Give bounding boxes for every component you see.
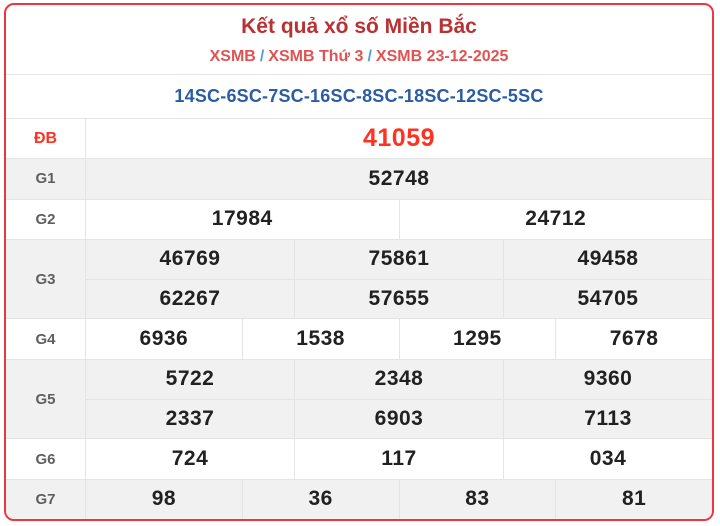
prize-table: ĐB 41059 G1 52748 G2 17984 24712 G3 46769 75861 49… bbox=[6, 118, 712, 519]
prize-row: G1 52748 bbox=[6, 158, 712, 199]
prize-number: 75861 bbox=[294, 239, 503, 279]
prize-number: 7678 bbox=[555, 319, 712, 359]
prize-number: 52748 bbox=[368, 166, 430, 190]
breadcrumb: XSMB / XSMB Thứ 3/XSMB 23-12-2025 bbox=[6, 47, 712, 67]
prize-number: 81 bbox=[555, 479, 712, 519]
prize-line: 46769 75861 49458 bbox=[86, 239, 712, 279]
prize-label: G7 bbox=[6, 479, 86, 519]
prize-row: ĐB 41059 bbox=[6, 119, 712, 159]
breadcrumb-link[interactable]: XSMB 23-12-2025 bbox=[375, 48, 509, 65]
prize-row: G7 98 36 83 81 bbox=[6, 478, 712, 519]
prize-label: G6 bbox=[6, 439, 86, 479]
prize-row: G4 6936 1538 1295 7678 bbox=[6, 318, 712, 359]
breadcrumb-separator: / bbox=[367, 48, 372, 65]
prize-number: 24712 bbox=[398, 199, 713, 239]
prize-number: 117 bbox=[294, 439, 503, 479]
breadcrumb-link[interactable]: XSMB bbox=[209, 48, 256, 65]
prize-number: 36 bbox=[241, 479, 399, 519]
prize-number: 46769 bbox=[159, 247, 221, 271]
prize-label: G3 bbox=[6, 239, 86, 319]
prize-values: 52748 bbox=[86, 159, 712, 198]
prize-line: 62267 57655 54705 bbox=[86, 278, 712, 319]
prize-line: 6936 1538 1295 7678 bbox=[86, 319, 712, 359]
prize-number: 83 bbox=[398, 479, 556, 519]
prize-label: G1 bbox=[6, 159, 86, 199]
prize-number: 57655 bbox=[294, 279, 503, 319]
prize-row: G3 46769 75861 49458 62267 57655 54705 bbox=[6, 238, 712, 319]
prize-number: 6903 bbox=[294, 399, 503, 439]
prize-line: 724 117 034 bbox=[86, 439, 712, 479]
prize-label: G4 bbox=[6, 319, 86, 359]
prize-number: 62267 bbox=[159, 287, 221, 311]
prize-number: 6936 bbox=[139, 327, 189, 351]
prize-values: 724 117 034 bbox=[86, 439, 712, 479]
prize-number: 54705 bbox=[503, 279, 712, 319]
prize-number: 1295 bbox=[398, 319, 556, 359]
prize-row: G2 17984 24712 bbox=[6, 198, 713, 239]
page-title: Kết quả xổ số Miền Bắc bbox=[241, 15, 477, 38]
prize-label: ĐB bbox=[6, 119, 86, 159]
prize-values: 5722 2348 9360 2337 6903 7113 bbox=[86, 359, 712, 439]
prize-label: G2 bbox=[6, 199, 86, 239]
prize-number: 17984 bbox=[211, 207, 273, 231]
prize-values: 17984 24712 bbox=[86, 199, 713, 239]
prize-line: 17984 24712 bbox=[86, 199, 713, 239]
prize-row: G5 5722 2348 9360 2337 6903 7113 bbox=[6, 358, 712, 439]
prize-number: 5722 bbox=[165, 367, 215, 391]
prize-number: 49458 bbox=[503, 239, 712, 279]
prize-number: 2337 bbox=[165, 406, 215, 430]
breadcrumb-separator: / bbox=[259, 48, 265, 65]
prize-number: 724 bbox=[171, 447, 209, 471]
prize-number: 7113 bbox=[503, 399, 712, 439]
prize-line: 52748 bbox=[86, 159, 712, 198]
prize-line: 2337 6903 7113 bbox=[86, 398, 712, 439]
prize-number: 41059 bbox=[362, 124, 436, 153]
prize-values: 41059 bbox=[86, 119, 712, 158]
result-header: Kết quả xổ số Miền Bắc XSMB / XSMB Thứ 3/X… bbox=[6, 5, 712, 74]
prize-line: 5722 2348 9360 bbox=[86, 359, 712, 399]
prize-row: G6 724 117 034 bbox=[6, 438, 712, 479]
prize-line: 98 36 83 81 bbox=[86, 479, 712, 519]
special-codes-line: 14SC-6SC-7SC-16SC-8SC-18SC-12SC-5SC bbox=[6, 74, 712, 118]
prize-number: 98 bbox=[151, 487, 177, 511]
prize-values: 6936 1538 1295 7678 bbox=[86, 319, 712, 359]
prize-number: 1538 bbox=[241, 319, 399, 359]
prize-number: 2348 bbox=[294, 359, 503, 399]
prize-values: 46769 75861 49458 62267 57655 54705 bbox=[86, 239, 712, 319]
prize-number: 9360 bbox=[503, 359, 712, 399]
prize-line: 41059 bbox=[86, 119, 712, 158]
breadcrumb-link[interactable]: XSMB Thứ 3 bbox=[268, 48, 364, 65]
prize-number: 034 bbox=[503, 439, 712, 479]
prize-label: G5 bbox=[6, 359, 86, 439]
prize-values: 98 36 83 81 bbox=[86, 479, 712, 519]
lottery-result-card: Kết quả xổ số Miền Bắc XSMB / XSMB Thứ 3/X… bbox=[4, 3, 714, 521]
